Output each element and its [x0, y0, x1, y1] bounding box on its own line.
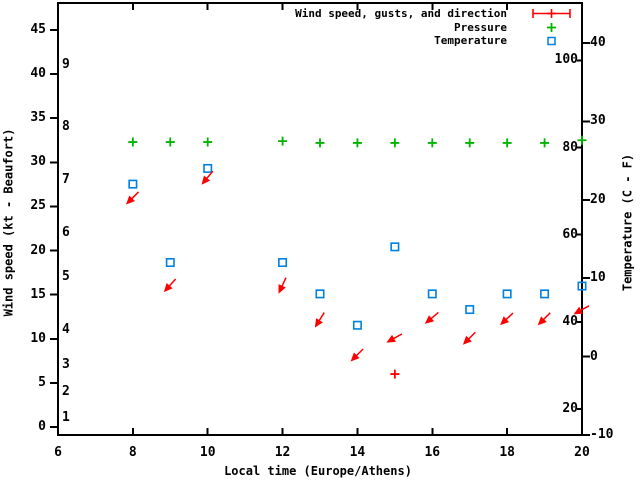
pressure-point — [165, 137, 175, 147]
x-tick-label: 8 — [128, 445, 137, 460]
legend-item-temperature-label: Temperature — [434, 34, 507, 47]
beaufort-label: 9 — [62, 57, 70, 73]
pressure-point — [577, 135, 587, 145]
kt-tick-label: 25 — [30, 198, 46, 214]
plot-frame — [57, 2, 583, 436]
pressure-point — [540, 138, 550, 148]
x-tick-label: 20 — [574, 445, 590, 460]
wind-arrow-head — [125, 195, 135, 205]
wind-arrow-head — [201, 175, 211, 185]
pressure-point — [352, 138, 362, 148]
pressure-point — [502, 138, 512, 148]
legend-markers — [532, 9, 571, 46]
pressure-point — [390, 138, 400, 148]
kt-tick-label: 45 — [30, 22, 46, 37]
kt-tick-label: 10 — [30, 330, 46, 346]
kt-tick-label: 20 — [30, 242, 46, 258]
temperature-point — [390, 242, 400, 252]
wind-arrow-head — [500, 316, 510, 326]
kt-tick-label: 0 — [38, 419, 46, 434]
pressure-point — [315, 138, 325, 148]
beaufort-label: 1 — [62, 410, 70, 426]
beaufort-label: 7 — [62, 171, 70, 187]
pressure-point — [128, 137, 138, 147]
kt-tick-label: 40 — [30, 66, 46, 82]
fahrenheit-label: 100 — [554, 52, 578, 68]
temperature-point — [315, 289, 325, 299]
celsius-tick-label: 30 — [590, 113, 606, 129]
temperature-point — [502, 289, 512, 299]
x-tick-label: 18 — [499, 445, 515, 460]
temperature-point — [465, 305, 475, 315]
temperature-point — [352, 320, 362, 330]
wind-arrow-head — [462, 335, 472, 345]
beaufort-label: 3 — [62, 357, 70, 373]
pressure-point — [203, 137, 213, 147]
fahrenheit-label: 40 — [562, 313, 578, 329]
generated-plot-graphics — [50, 2, 590, 436]
temperature-point — [128, 179, 138, 189]
temperature-square-legend-icon — [547, 36, 556, 46]
kt-tick-label: 15 — [30, 286, 46, 302]
celsius-tick-label: 10 — [590, 270, 606, 286]
celsius-tick-label: -10 — [590, 427, 614, 442]
fahrenheit-label: 80 — [562, 139, 578, 155]
pressure-point — [278, 136, 288, 146]
beaufort-label: 6 — [62, 224, 70, 240]
temperature-point — [165, 258, 175, 268]
celsius-tick-label: 40 — [590, 35, 606, 50]
pressure-plus-legend-icon — [547, 23, 556, 32]
wind-arrow-head — [573, 306, 584, 315]
beaufort-label: 2 — [62, 383, 70, 399]
wind-arrow-head — [278, 284, 286, 294]
wind-arrow-head — [386, 334, 396, 343]
wind-arrow-head — [537, 316, 547, 326]
wind-plus-point — [390, 369, 400, 379]
fahrenheit-label: 20 — [562, 400, 578, 416]
x-tick-label: 12 — [274, 445, 291, 460]
x-axis-title: Local time (Europe/Athens) — [224, 464, 412, 478]
kt-tick-label: 5 — [38, 374, 46, 390]
x-tick-label: 10 — [199, 445, 216, 460]
wind-errorbar-legend-icon — [532, 9, 571, 18]
x-tick-label: 6 — [54, 445, 62, 460]
beaufort-label: 8 — [62, 119, 70, 135]
pressure-point — [427, 138, 437, 148]
celsius-tick-label: 0 — [590, 348, 598, 364]
x-tick-label: 16 — [424, 445, 441, 460]
temperature-point — [577, 281, 587, 291]
beaufort-label: 5 — [62, 269, 70, 285]
temperature-point — [427, 289, 437, 299]
wind-arrow-head — [424, 315, 435, 324]
fahrenheit-label: 60 — [562, 226, 578, 242]
celsius-tick-label: 20 — [590, 191, 606, 207]
legend-item-wind-label: Wind speed, gusts, and direction — [295, 7, 507, 20]
beaufort-label: 4 — [62, 321, 70, 337]
temperature-point — [540, 289, 550, 299]
wind-arrow-head — [163, 283, 173, 293]
temperature-point — [278, 258, 288, 268]
kt-tick-label: 35 — [30, 110, 46, 126]
legend-item-pressure-label: Pressure — [454, 21, 507, 34]
kt-tick-label: 30 — [30, 154, 46, 170]
wind-arrow-head — [350, 352, 360, 362]
wind-arrow-head — [314, 318, 323, 328]
pressure-point — [465, 138, 475, 148]
temperature-point — [203, 163, 213, 173]
x-tick-label: 14 — [349, 445, 366, 460]
